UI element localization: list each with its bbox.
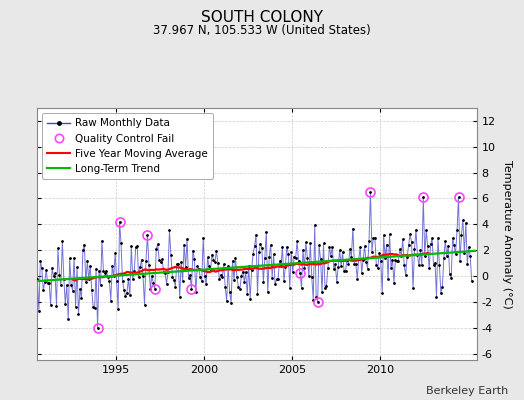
Legend: Raw Monthly Data, Quality Control Fail, Five Year Moving Average, Long-Term Tren: Raw Monthly Data, Quality Control Fail, … — [42, 113, 213, 179]
Text: 37.967 N, 105.533 W (United States): 37.967 N, 105.533 W (United States) — [153, 24, 371, 37]
Text: Berkeley Earth: Berkeley Earth — [426, 386, 508, 396]
Y-axis label: Temperature Anomaly (°C): Temperature Anomaly (°C) — [503, 160, 512, 308]
Text: SOUTH COLONY: SOUTH COLONY — [201, 10, 323, 25]
